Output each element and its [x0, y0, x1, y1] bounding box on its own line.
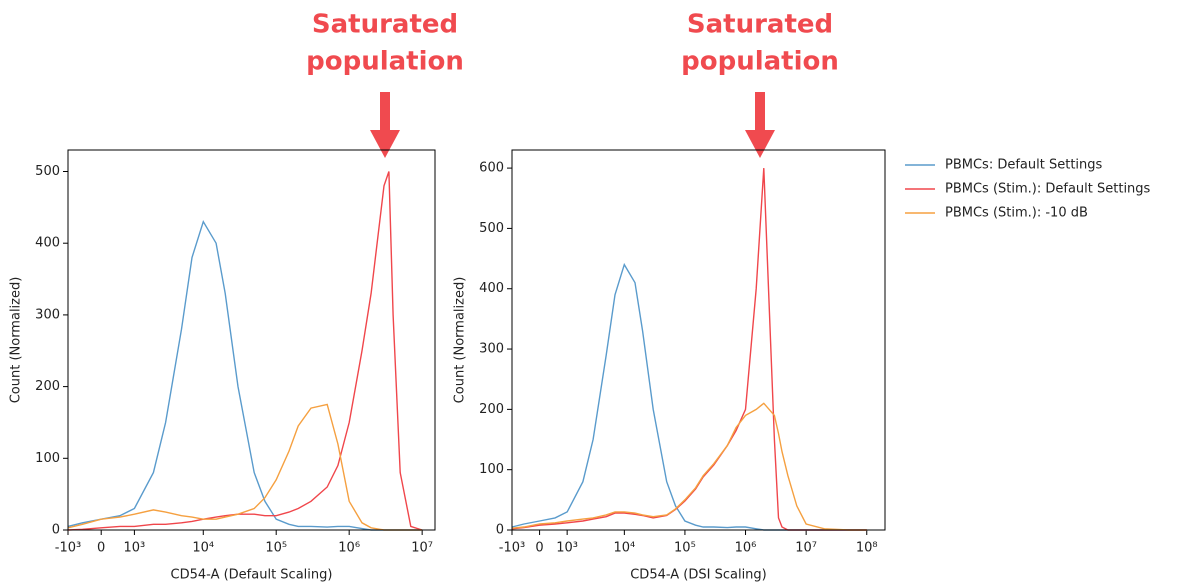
histogram-line [511, 402, 867, 531]
legend-label: PBMCs: Default Settings [945, 158, 1103, 173]
annotation: population [681, 47, 839, 77]
y-tick-label: 400 [479, 281, 504, 296]
annotation: population [306, 47, 464, 77]
x-tick-label: -10³ [499, 541, 525, 556]
y-tick-label: 200 [479, 402, 504, 417]
x-axis-label: CD54-A (DSI Scaling) [630, 568, 767, 583]
x-tick-label: 10⁴ [613, 541, 635, 556]
x-tick-label: 10⁶ [735, 541, 757, 556]
x-tick-label: 10⁶ [338, 541, 360, 556]
histogram-line [67, 171, 423, 531]
histogram-line [511, 168, 867, 531]
y-tick-label: 400 [35, 236, 60, 251]
x-tick-label: 10⁵ [674, 541, 696, 556]
x-tick-label: 0 [97, 541, 105, 556]
x-tick-label: 10⁸ [856, 541, 878, 556]
annotation: Saturated [312, 10, 458, 40]
legend-label: PBMCs (Stim.): Default Settings [945, 182, 1151, 197]
y-tick-label: 0 [496, 523, 504, 538]
y-tick-label: 500 [35, 164, 60, 179]
x-tick-label: -10³ [55, 541, 81, 556]
y-tick-label: 600 [479, 161, 504, 176]
annotation: Saturated [687, 10, 833, 40]
y-tick-label: 300 [479, 342, 504, 357]
histogram-line [511, 262, 867, 531]
x-tick-label: 10³ [556, 541, 578, 556]
y-tick-label: 100 [35, 451, 60, 466]
y-axis-label: Count (Normalized) [9, 277, 24, 404]
y-tick-label: 200 [35, 379, 60, 394]
x-axis-label: CD54-A (Default Scaling) [171, 568, 333, 583]
y-tick-label: 500 [479, 221, 504, 236]
x-tick-label: 10⁷ [411, 541, 433, 556]
legend-label: PBMCs (Stim.): -10 dB [945, 206, 1088, 221]
y-tick-label: 0 [52, 523, 60, 538]
plot-frame [511, 149, 886, 531]
x-tick-label: 10⁴ [192, 541, 214, 556]
x-tick-label: 10⁵ [265, 541, 287, 556]
y-tick-label: 100 [479, 462, 504, 477]
y-tick-label: 300 [35, 307, 60, 322]
histogram-line [67, 219, 423, 531]
plot-frame [67, 149, 436, 531]
y-axis-label: Count (Normalized) [453, 277, 468, 404]
x-tick-label: 10⁷ [795, 541, 817, 556]
x-tick-label: 10³ [124, 541, 146, 556]
arrow [370, 92, 775, 158]
x-tick-label: 0 [535, 541, 543, 556]
